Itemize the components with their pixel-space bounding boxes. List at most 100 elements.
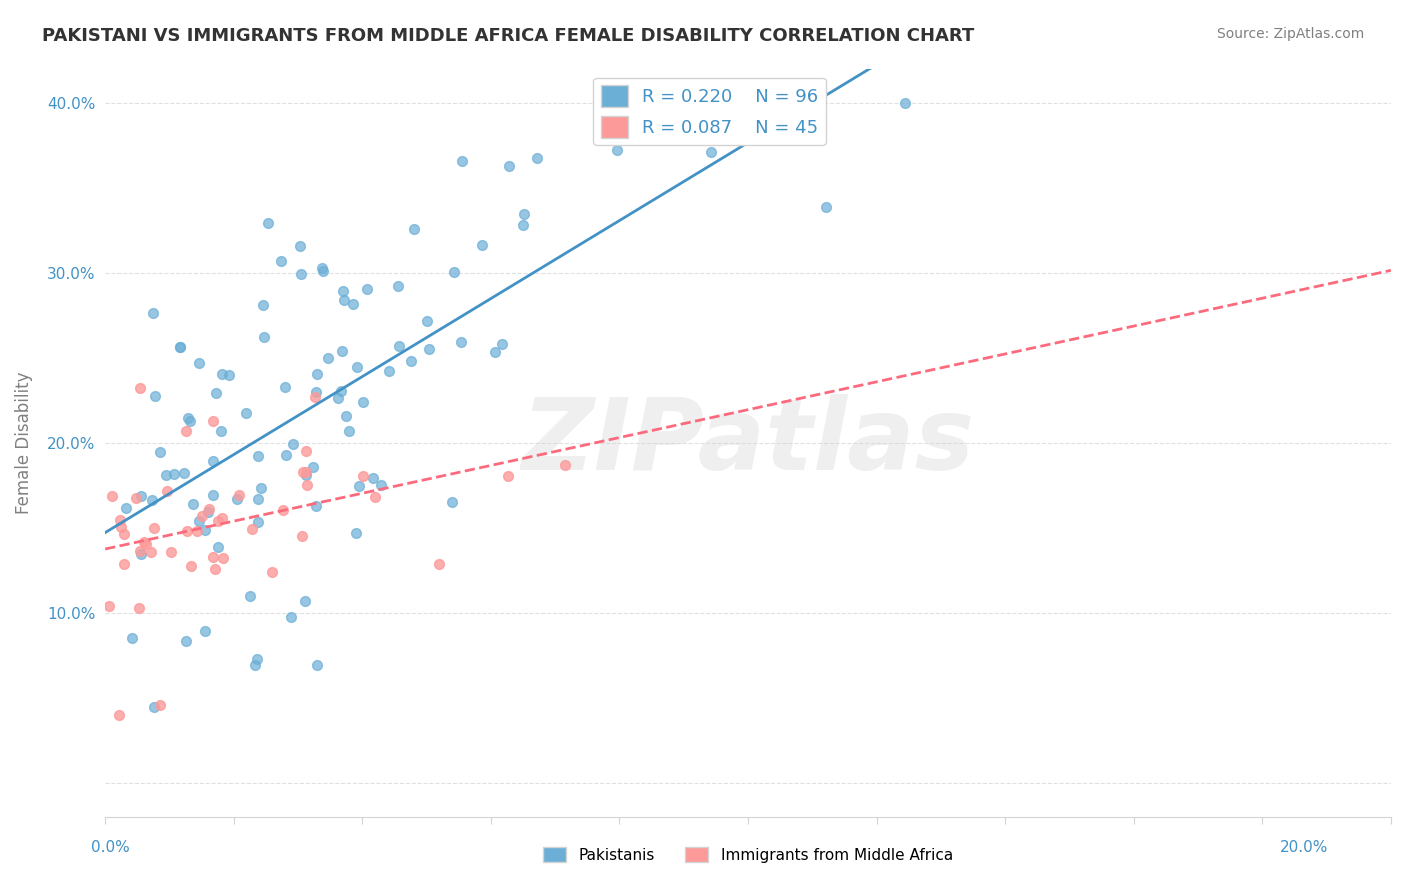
Pakistanis [512,218,534,232]
Pakistanis [450,335,472,350]
Pakistanis [276,448,298,462]
Pakistanis [378,364,401,378]
Pakistanis [335,409,357,423]
Immigrants from Middle Africa [363,490,385,504]
Pakistanis [218,368,240,382]
Pakistanis [253,330,276,344]
Pakistanis [337,424,360,438]
Pakistanis [330,384,353,398]
Immigrants from Middle Africa [304,390,326,404]
Pakistanis [370,478,392,492]
Pakistanis [141,493,163,508]
Text: 20.0%: 20.0% [1281,840,1329,855]
Text: ZIPatlas: ZIPatlas [522,394,974,491]
Immigrants from Middle Africa [174,425,197,439]
Immigrants from Middle Africa [135,536,157,550]
Immigrants from Middle Africa [291,529,314,543]
Pakistanis [202,488,225,502]
Pakistanis [169,340,191,354]
Pakistanis [211,425,233,439]
Pakistanis [211,368,233,382]
Pakistanis [245,658,267,673]
Pakistanis [163,467,186,482]
Immigrants from Middle Africa [262,566,284,580]
Immigrants from Middle Africa [228,488,250,502]
Immigrants from Middle Africa [295,443,318,458]
Pakistanis [142,306,165,320]
Pakistanis [361,471,384,485]
Pakistanis [194,624,217,639]
Pakistanis [129,547,152,561]
Pakistanis [352,395,374,409]
Immigrants from Middle Africa [128,543,150,558]
Immigrants from Middle Africa [160,545,183,559]
Pakistanis [197,505,219,519]
Immigrants from Middle Africa [128,600,150,615]
Immigrants from Middle Africa [271,502,294,516]
Pakistanis [451,153,474,168]
Pakistanis [247,491,270,506]
Pakistanis [404,222,426,236]
Immigrants from Middle Africa [207,514,229,528]
Immigrants from Middle Africa [201,414,224,428]
Pakistanis [155,468,177,483]
Immigrants from Middle Africa [112,527,135,541]
Immigrants from Middle Africa [427,557,450,571]
Pakistanis [188,356,211,370]
Pakistanis [226,491,249,506]
Immigrants from Middle Africa [186,524,208,538]
Immigrants from Middle Africa [295,477,318,491]
Immigrants from Middle Africa [134,535,156,549]
Pakistanis [174,634,197,648]
Immigrants from Middle Africa [149,698,172,713]
Immigrants from Middle Africa [110,520,132,534]
Immigrants from Middle Africa [191,508,214,523]
Immigrants from Middle Africa [180,559,202,574]
Pakistanis [187,514,209,528]
Immigrants from Middle Africa [352,468,374,483]
Pakistanis [305,385,328,400]
Pakistanis [342,297,364,311]
Pakistanis [344,526,367,541]
Immigrants from Middle Africa [108,513,131,527]
Pakistanis [235,406,257,420]
Pakistanis [169,340,191,354]
Immigrants from Middle Africa [176,524,198,538]
Pakistanis [257,216,280,230]
Pakistanis [181,497,204,511]
Pakistanis [387,279,409,293]
Pakistanis [332,285,354,299]
Legend: R = 0.220    N = 96, R = 0.087    N = 45: R = 0.220 N = 96, R = 0.087 N = 45 [593,78,825,145]
Pakistanis [173,466,195,480]
Pakistanis [205,385,228,400]
Immigrants from Middle Africa [124,491,146,506]
Pakistanis [526,151,548,165]
Pakistanis [491,336,513,351]
Pakistanis [305,499,328,513]
Immigrants from Middle Africa [198,501,221,516]
Pakistanis [307,367,329,381]
Pakistanis [894,95,917,110]
Immigrants from Middle Africa [291,465,314,479]
Pakistanis [246,449,269,463]
Pakistanis [498,159,520,173]
Immigrants from Middle Africa [554,458,576,473]
Pakistanis [281,436,304,450]
Immigrants from Middle Africa [143,521,166,535]
Pakistanis [201,454,224,468]
Immigrants from Middle Africa [295,465,318,479]
Pakistanis [121,631,143,645]
Pakistanis [288,239,311,253]
Text: 0.0%: 0.0% [91,840,131,855]
Pakistanis [346,360,368,375]
Pakistanis [250,481,273,495]
Pakistanis [295,468,318,483]
Text: Source: ZipAtlas.com: Source: ZipAtlas.com [1216,27,1364,41]
Pakistanis [290,267,312,281]
Pakistanis [318,351,340,365]
Immigrants from Middle Africa [139,545,162,559]
Immigrants from Middle Africa [211,551,233,566]
Pakistanis [815,201,838,215]
Pakistanis [415,314,437,328]
Immigrants from Middle Africa [211,511,233,525]
